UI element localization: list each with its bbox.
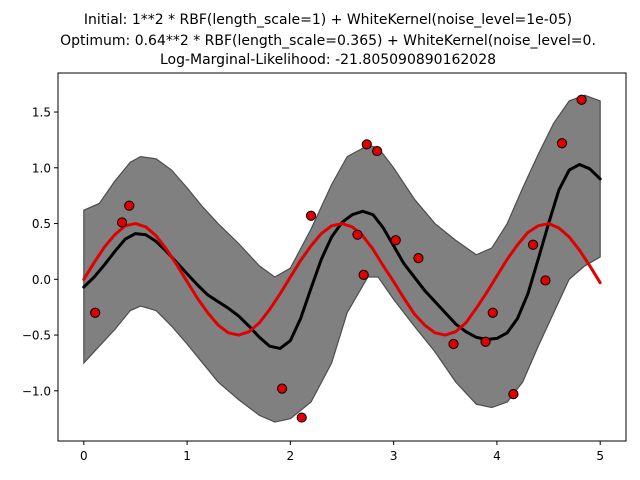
y-axis-ticks: −1.0 −0.5 0.0 0.5 1.0 1.5 <box>22 106 58 398</box>
y-tick-label: 0.5 <box>32 217 51 231</box>
y-tick-label: −1.0 <box>22 384 51 398</box>
y-tick-label: −0.5 <box>22 329 51 343</box>
observation-point <box>305 210 317 221</box>
observation-point <box>358 269 369 280</box>
x-axis-ticks: 0 1 2 3 4 5 <box>80 441 604 463</box>
x-tick-label: 2 <box>287 449 295 463</box>
observation-point <box>413 253 424 264</box>
title-line-initial: Initial: 1**2 * RBF(length_scale=1) + Wh… <box>84 12 572 28</box>
x-tick-label: 4 <box>493 449 501 463</box>
x-tick-label: 3 <box>390 449 398 463</box>
observation-point <box>372 145 383 157</box>
title-line-optimum: Optimum: 0.64**2 * RBF(length_scale=0.36… <box>60 33 596 49</box>
y-tick-label: 0.0 <box>32 273 51 287</box>
chart-title: Initial: 1**2 * RBF(length_scale=1) + Wh… <box>60 12 596 68</box>
observation-point <box>352 229 363 240</box>
observation-point <box>527 239 539 250</box>
plot-area <box>57 72 627 442</box>
observation-point <box>361 139 372 150</box>
axes-frame <box>57 72 627 442</box>
x-tick-label: 1 <box>183 449 191 463</box>
y-tick-label: 1.0 <box>32 161 51 175</box>
x-tick-label: 5 <box>596 449 604 463</box>
observation-point <box>296 412 307 423</box>
observation-point <box>540 275 551 286</box>
observation-point <box>124 200 135 211</box>
observation-point <box>90 307 101 318</box>
true-function-line <box>82 222 602 337</box>
observation-point <box>448 338 459 350</box>
confidence-band <box>83 94 601 423</box>
x-tick-label: 0 <box>80 449 88 463</box>
observation-point <box>277 383 288 394</box>
observation-point <box>116 217 128 228</box>
observation-point <box>508 389 519 400</box>
observation-point <box>480 336 491 347</box>
title-line-log-likelihood: Log-Marginal-Likelihood: -21.80509089016… <box>160 52 496 68</box>
y-tick-label: 1.5 <box>32 106 51 120</box>
observation-point <box>390 235 401 246</box>
observation-point <box>556 138 568 149</box>
observation-point <box>576 94 587 105</box>
observation-point <box>487 307 498 318</box>
